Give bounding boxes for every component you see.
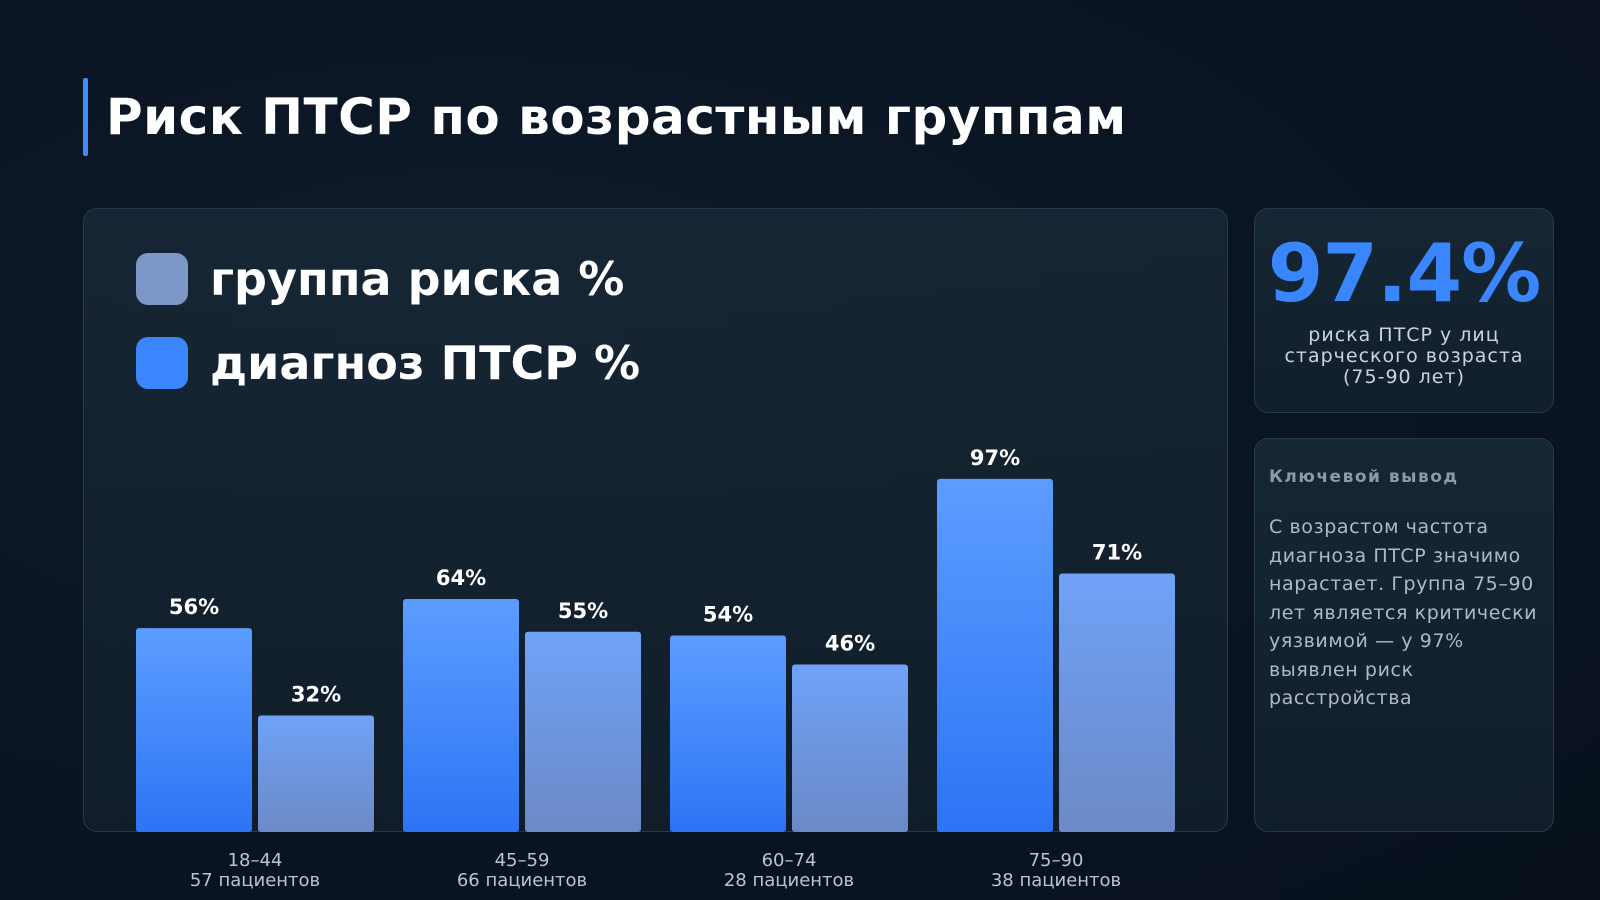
key-finding-title: Ключевой вывод (1269, 467, 1459, 487)
legend-label-ptsd: диагноз ПТСР % (210, 336, 641, 390)
stat-caption: риска ПТСР у лиц старческого возраста (7… (1284, 324, 1524, 388)
chart-legend: группа риска % диагноз ПТСР % (136, 252, 640, 420)
data-label-ptsd-3: 46% (825, 632, 875, 656)
bar-risk-2 (403, 599, 519, 832)
data-label-risk-3: 54% (703, 602, 753, 626)
stat-value: 97.4% (1267, 227, 1542, 320)
page-title: Риск ПТСР по возрастным группам (106, 88, 1127, 146)
x-tick-label-4: 75–90 (1029, 850, 1084, 871)
data-label-risk-1: 56% (169, 595, 219, 619)
data-label-ptsd-4: 71% (1092, 541, 1142, 565)
title-accent-bar (83, 78, 88, 156)
x-tick-label-2: 45–59 (495, 850, 550, 871)
x-tick-label-3: 60–74 (762, 850, 817, 871)
legend-item-ptsd: диагноз ПТСР % (136, 336, 640, 390)
x-tick-sublabel-4: 38 пациентов (991, 870, 1121, 891)
data-label-risk-2: 64% (436, 566, 486, 590)
bar-risk-4 (937, 478, 1053, 832)
data-label-ptsd-1: 32% (291, 683, 341, 707)
x-tick-sublabel-1: 57 пациентов (190, 870, 320, 891)
key-finding-text: С возрастом частота диагноза ПТСР значим… (1269, 516, 1538, 709)
stat-card: 97.4% риска ПТСР у лиц старческого возра… (1254, 208, 1554, 413)
x-tick-label-1: 18–44 (228, 850, 283, 871)
legend-label-risk: группа риска % (210, 252, 625, 306)
key-finding-card: Ключевой вывод С возрастом частота диагн… (1254, 438, 1554, 832)
bar-ptsd-1 (258, 715, 374, 832)
legend-swatch-risk (136, 253, 188, 305)
bar-ptsd-3 (792, 664, 908, 832)
legend-swatch-ptsd (136, 337, 188, 389)
bar-ptsd-4 (1059, 573, 1175, 832)
bar-ptsd-2 (525, 631, 641, 832)
data-label-ptsd-2: 55% (558, 599, 608, 623)
x-tick-sublabel-3: 28 пациентов (724, 870, 854, 891)
bar-risk-1 (136, 628, 252, 832)
data-label-risk-4: 97% (970, 446, 1020, 470)
bar-risk-3 (670, 635, 786, 832)
x-tick-sublabel-2: 66 пациентов (457, 870, 587, 891)
legend-item-risk: группа риска % (136, 252, 640, 306)
